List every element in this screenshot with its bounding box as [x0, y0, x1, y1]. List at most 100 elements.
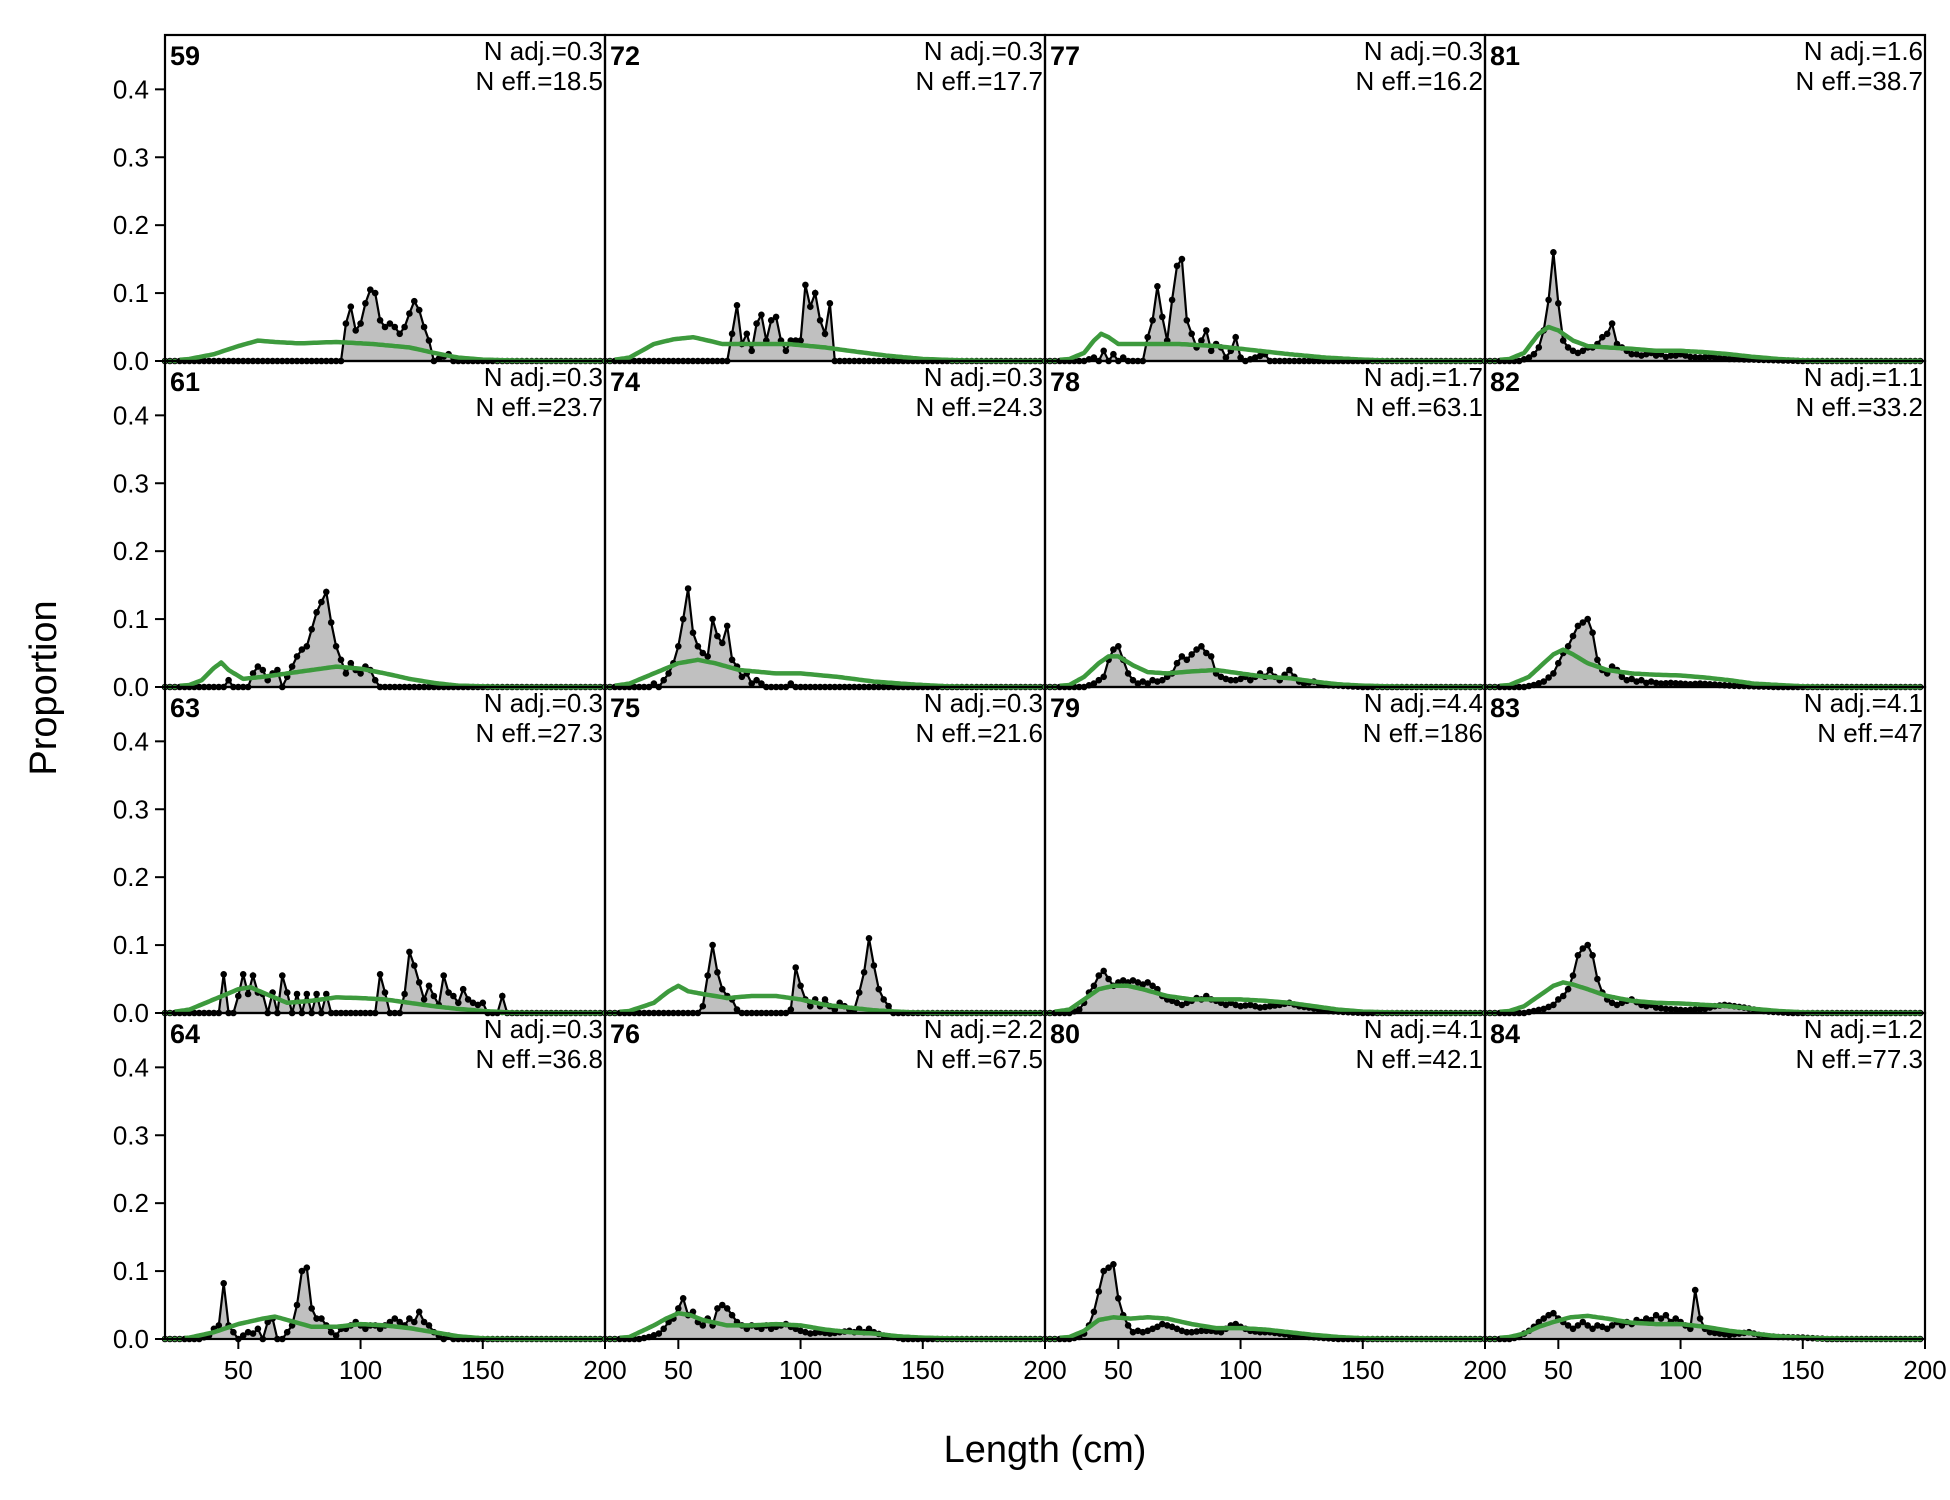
x-tick-label: 100: [1659, 1355, 1702, 1385]
observed-point: [420, 323, 428, 331]
panel-61: 61 N adj.=0.3N eff.=23.7: [161, 359, 607, 691]
observed-point: [332, 1332, 340, 1339]
observed-point: [298, 646, 306, 653]
observed-point: [1687, 353, 1694, 361]
observed-point: [1149, 982, 1156, 990]
observed-point: [1183, 1328, 1191, 1336]
y-tick-label: 0.2: [113, 1188, 149, 1218]
observed-point: [1207, 347, 1215, 355]
observed-point: [323, 990, 330, 998]
observed-point: [1173, 262, 1181, 270]
observed-point: [865, 935, 873, 942]
n-adj-label: N adj.=4.1: [1364, 1014, 1483, 1044]
observed-area: [1045, 646, 1481, 687]
panel-label: 78: [1050, 367, 1080, 397]
x-tick-label: 50: [1544, 1355, 1573, 1385]
panel-83: 83 N adj.=4.1N eff.=47: [1481, 685, 1927, 1017]
observed-point: [1075, 1006, 1083, 1013]
observed-point: [704, 972, 711, 979]
panel-label: 72: [610, 41, 640, 71]
observed-point: [318, 598, 325, 606]
n-eff-label: N eff.=38.7: [1796, 66, 1923, 96]
observed-area: [1485, 252, 1921, 361]
x-tick-label: 150: [461, 1355, 504, 1385]
observed-point: [1716, 1330, 1723, 1337]
observed-point: [332, 643, 340, 650]
observed-point: [464, 996, 472, 1003]
observed-area: [605, 1298, 1041, 1339]
observed-point: [1095, 1288, 1103, 1295]
observed-point: [1677, 1006, 1684, 1014]
x-tick-label: 150: [1781, 1355, 1824, 1385]
observed-point: [660, 676, 667, 684]
observed-point: [254, 663, 262, 670]
observed-point: [430, 992, 438, 1000]
observed-point: [797, 337, 804, 344]
observed-point: [650, 680, 658, 687]
observed-point: [1603, 330, 1611, 338]
panel-label: 83: [1490, 693, 1520, 723]
observed-point: [220, 1280, 227, 1287]
observed-point: [1550, 670, 1557, 677]
observed-point: [411, 297, 418, 305]
n-eff-label: N eff.=17.7: [916, 66, 1043, 96]
y-tick-label: 0.4: [113, 1052, 149, 1082]
observed-point: [1628, 675, 1635, 683]
observed-point: [1555, 996, 1562, 1003]
x-tick-label: 50: [664, 1355, 693, 1385]
observed-point: [792, 337, 799, 344]
observed-point: [1232, 1320, 1239, 1328]
observed-point: [880, 996, 887, 1003]
observed-point: [1696, 680, 1704, 687]
n-eff-label: N eff.=67.5: [916, 1044, 1043, 1074]
observed-point: [1222, 354, 1230, 361]
observed-point: [1545, 674, 1552, 681]
observed-point: [1599, 333, 1606, 341]
observed-point: [802, 281, 809, 289]
observed-point: [816, 317, 824, 324]
observed-point: [1144, 680, 1151, 687]
observed-point: [1183, 317, 1191, 324]
observed-point: [1584, 941, 1591, 949]
observed-point: [1095, 972, 1103, 979]
panel-84: 84 N adj.=1.2N eff.=77.3: [1481, 1011, 1927, 1343]
observed-point: [1100, 1267, 1107, 1275]
observed-point: [728, 330, 736, 338]
observed-point: [376, 971, 384, 978]
observed-point: [1579, 347, 1587, 355]
observed-point: [1657, 680, 1665, 687]
observed-point: [675, 1305, 682, 1312]
observed-point: [1188, 330, 1195, 338]
observed-point: [1555, 659, 1562, 667]
observed-point: [860, 969, 868, 976]
observed-point: [1589, 629, 1596, 636]
y-tick-label: 0.0: [113, 672, 149, 702]
panels-group: 59 N adj.=0.3N eff.=18.561 N adj.=0.3N eff…: [161, 33, 1927, 1343]
observed-point: [323, 588, 330, 596]
n-eff-label: N eff.=42.1: [1356, 1044, 1483, 1074]
observed-point: [753, 320, 760, 327]
observed-point: [293, 990, 301, 998]
observed-point: [1706, 1328, 1714, 1336]
observed-point: [1696, 1006, 1704, 1013]
observed-point: [1173, 659, 1181, 667]
observed-point: [1100, 347, 1107, 355]
observed-point: [679, 1295, 687, 1302]
x-tick-label: 50: [1104, 1355, 1133, 1385]
observed-point: [675, 643, 682, 650]
panel-81: 81 N adj.=1.6N eff.=38.7: [1481, 33, 1927, 365]
expected-line: [179, 660, 601, 690]
observed-point: [1564, 1322, 1572, 1329]
observed-point: [1090, 1308, 1098, 1316]
observed-point: [1559, 992, 1567, 1000]
observed-point: [411, 1318, 418, 1326]
observed-point: [1545, 296, 1552, 304]
n-adj-label: N adj.=0.3: [924, 688, 1043, 718]
observed-point: [1105, 1264, 1112, 1271]
y-tick-label: 0.0: [113, 346, 149, 376]
observed-point: [376, 317, 384, 324]
observed-point: [1095, 676, 1103, 684]
n-adj-label: N adj.=4.4: [1364, 688, 1483, 718]
observed-point: [758, 311, 765, 319]
